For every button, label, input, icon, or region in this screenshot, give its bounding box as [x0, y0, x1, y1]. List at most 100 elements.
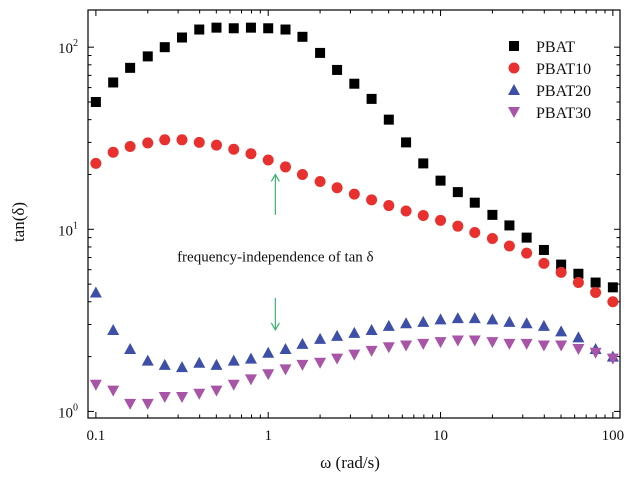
x-tick-label: 1 — [264, 428, 272, 444]
data-point-pbat — [90, 96, 101, 107]
data-point-pbat — [401, 137, 412, 148]
data-point-pbat20 — [572, 331, 585, 343]
y-tick-label: 100 — [58, 402, 78, 421]
y-tick-label: 102 — [58, 38, 78, 57]
data-point-pbat20 — [124, 343, 137, 355]
y-tick-label: 101 — [58, 220, 78, 239]
legend-label-pbat20: PBAT20 — [536, 83, 591, 100]
data-point-pbat10 — [245, 148, 257, 160]
data-point-pbat30 — [606, 353, 619, 365]
data-point-pbat30 — [589, 347, 602, 359]
legend-marker-pbat10 — [508, 62, 520, 74]
data-point-pbat10 — [607, 296, 619, 308]
annotation-arrow-down-head — [270, 322, 280, 332]
data-point-pbat — [556, 259, 567, 270]
data-point-pbat20 — [314, 332, 327, 344]
data-point-pbat10 — [452, 220, 464, 232]
data-point-pbat — [349, 78, 360, 89]
data-point-pbat — [487, 209, 498, 220]
annotation-arrow-down — [270, 297, 280, 332]
data-point-pbat10 — [521, 247, 533, 259]
plot-area — [87, 9, 621, 419]
legend-label-pbat30: PBAT30 — [536, 105, 591, 122]
data-point-pbat20 — [451, 312, 464, 324]
data-point-pbat — [211, 22, 222, 33]
data-point-pbat30 — [279, 364, 292, 376]
y-axis-title: tan(δ) — [9, 202, 28, 242]
data-point-pbat20 — [365, 323, 378, 335]
data-point-pbat30 — [365, 345, 378, 357]
data-point-pbat10 — [124, 140, 136, 152]
series-pbat — [90, 22, 618, 293]
data-point-pbat10 — [296, 168, 308, 180]
data-point-pbat — [607, 282, 618, 293]
data-point-pbat20 — [348, 326, 361, 338]
legend-marker-pbat30 — [508, 107, 520, 118]
annotation-arrow-up — [270, 173, 280, 215]
plot-frame — [87, 9, 621, 419]
data-point-pbat30 — [555, 340, 568, 352]
data-point-pbat10 — [176, 134, 188, 146]
data-point-pbat30 — [434, 337, 447, 349]
data-point-pbat20 — [520, 317, 533, 329]
data-point-pbat — [176, 32, 187, 43]
data-point-pbat20 — [279, 343, 292, 355]
data-point-pbat10 — [417, 210, 429, 222]
data-point-pbat10 — [590, 286, 602, 298]
data-point-pbat10 — [572, 277, 584, 289]
data-point-pbat10 — [210, 139, 222, 151]
data-point-pbat30 — [124, 398, 137, 410]
annotation-arrow-up-head — [270, 173, 280, 182]
data-point-pbat — [125, 62, 136, 73]
legend: PBAT PBAT10 PBAT20 PBAT30 — [508, 39, 591, 122]
series-layer — [89, 22, 619, 410]
data-point-pbat20 — [555, 325, 568, 337]
data-point-pbat20 — [141, 354, 154, 366]
data-point-pbat20 — [262, 346, 275, 358]
data-point-pbat — [194, 24, 205, 35]
series-pbat30 — [89, 335, 619, 410]
x-tick-label: 100 — [602, 428, 625, 444]
data-point-pbat30 — [400, 340, 413, 352]
data-point-pbat20 — [227, 354, 240, 366]
x-tick-label: 0.1 — [87, 428, 106, 444]
data-point-pbat20 — [468, 312, 481, 324]
data-point-pbat — [469, 197, 480, 208]
data-point-pbat10 — [366, 194, 378, 206]
data-point-pbat — [573, 268, 584, 279]
data-point-pbat — [332, 64, 343, 75]
data-point-pbat20 — [537, 319, 550, 331]
data-point-pbat30 — [89, 379, 102, 391]
x-tick-label: 10 — [433, 428, 448, 444]
legend-marker-pbat — [509, 41, 519, 51]
data-point-pbat20 — [503, 315, 516, 327]
data-point-pbat — [315, 47, 326, 58]
data-point-pbat30 — [314, 357, 327, 369]
data-point-pbat30 — [417, 338, 430, 350]
data-point-pbat30 — [451, 335, 464, 347]
data-point-pbat30 — [503, 338, 516, 350]
data-point-pbat30 — [210, 385, 223, 397]
data-point-pbat — [504, 220, 515, 231]
data-point-pbat20 — [107, 323, 120, 335]
data-point-pbat — [590, 277, 601, 288]
legend-label-pbat: PBAT — [536, 39, 575, 56]
data-point-pbat20 — [382, 319, 395, 331]
data-point-pbat10 — [400, 205, 412, 217]
data-point-pbat — [366, 93, 377, 104]
data-point-pbat10 — [435, 214, 447, 226]
data-point-pbat — [228, 23, 239, 34]
data-point-pbat10 — [486, 233, 498, 245]
data-point-pbat30 — [141, 398, 154, 410]
data-point-pbat10 — [383, 200, 395, 212]
data-point-pbat — [435, 175, 446, 186]
data-point-pbat30 — [348, 349, 361, 361]
data-point-pbat20 — [89, 286, 102, 298]
data-point-pbat30 — [382, 342, 395, 354]
data-point-pbat20 — [175, 361, 188, 373]
data-point-pbat30 — [193, 388, 206, 400]
data-point-pbat20 — [210, 358, 223, 370]
data-point-pbat10 — [262, 154, 274, 166]
data-point-pbat20 — [417, 315, 430, 327]
